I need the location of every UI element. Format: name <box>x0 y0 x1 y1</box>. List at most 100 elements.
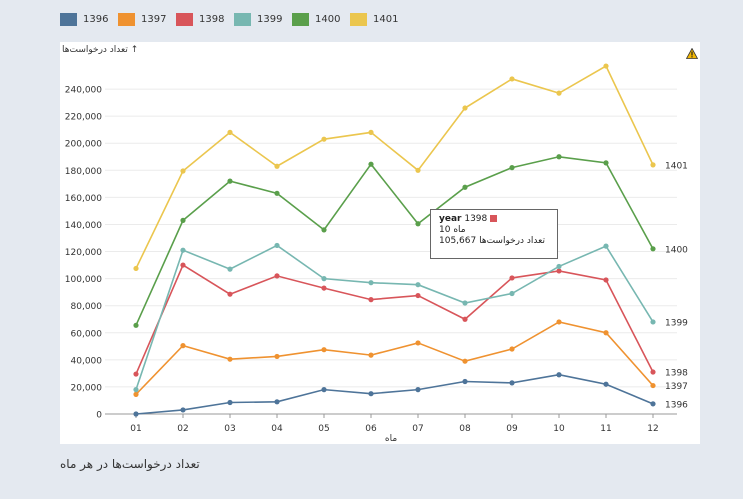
data-point-1399[interactable] <box>509 290 515 297</box>
data-point-1397[interactable] <box>556 319 562 325</box>
data-point-1397[interactable] <box>462 358 468 364</box>
data-point-1398[interactable] <box>180 262 186 268</box>
series-line-1401 <box>135 64 654 269</box>
x-tick-label: 12 <box>647 424 658 434</box>
data-point-1396[interactable] <box>650 401 656 407</box>
data-point-1399[interactable] <box>603 243 609 249</box>
data-point-1396[interactable] <box>180 407 186 413</box>
data-point-1401[interactable] <box>133 265 139 272</box>
data-point-1398[interactable] <box>509 275 515 281</box>
data-point-1400[interactable] <box>603 160 609 166</box>
legend-swatch <box>350 13 367 26</box>
data-point-1400[interactable] <box>321 227 327 233</box>
data-point-1399[interactable] <box>415 282 421 288</box>
data-point-1396[interactable] <box>227 399 233 406</box>
x-axis-label: ماه <box>385 434 397 444</box>
data-point-1400[interactable] <box>180 217 186 223</box>
data-point-1400[interactable] <box>274 190 280 196</box>
data-point-1401[interactable] <box>603 63 609 69</box>
data-point-1398[interactable] <box>603 277 609 283</box>
tooltip-month-value: 10 <box>439 225 451 235</box>
data-point-1397[interactable] <box>650 382 656 389</box>
data-point-1401[interactable] <box>509 76 515 82</box>
data-point-1401[interactable] <box>321 136 327 142</box>
legend-swatch <box>60 13 77 26</box>
data-point-1400[interactable] <box>462 184 468 190</box>
data-point-1401[interactable] <box>227 129 233 135</box>
data-point-1396[interactable] <box>274 399 280 405</box>
data-point-1398[interactable] <box>462 316 468 322</box>
data-point-1397[interactable] <box>133 391 139 397</box>
data-point-1396[interactable] <box>462 378 468 385</box>
chart-legend: 1396 1397 1398 1399 1400 1401 <box>60 13 408 26</box>
series-end-label: 1396 <box>665 400 688 410</box>
data-point-1401[interactable] <box>368 129 374 135</box>
data-point-1396[interactable] <box>509 380 515 386</box>
x-tick-label: 06 <box>365 424 377 434</box>
data-point-1398[interactable] <box>556 268 562 274</box>
legend-label: 1398 <box>199 14 225 25</box>
data-point-1396[interactable] <box>415 387 421 393</box>
data-point-1398[interactable] <box>133 371 139 377</box>
legend-item-1399[interactable]: 1399 <box>234 13 286 26</box>
data-point-1398[interactable] <box>274 273 280 279</box>
data-point-1400[interactable] <box>650 246 656 252</box>
data-point-1399[interactable] <box>274 242 280 249</box>
tooltip-count-row: 105,667 تعداد درخواست‌ها <box>439 236 551 247</box>
data-point-1396[interactable] <box>321 387 327 393</box>
data-point-1397[interactable] <box>603 330 609 336</box>
data-point-1396[interactable] <box>556 372 562 378</box>
data-point-1399[interactable] <box>133 387 139 393</box>
data-point-1401[interactable] <box>556 90 562 96</box>
data-point-1400[interactable] <box>227 178 233 184</box>
y-axis-label: تعداد درخواست‌ها ↑ <box>62 45 138 55</box>
data-point-1399[interactable] <box>321 276 327 282</box>
x-tick-label: 11 <box>600 424 611 434</box>
data-point-1399[interactable] <box>556 263 562 270</box>
data-point-1401[interactable] <box>180 168 186 174</box>
data-point-1398[interactable] <box>321 285 327 291</box>
data-point-1398[interactable] <box>415 292 421 299</box>
data-point-1397[interactable] <box>227 356 233 362</box>
data-point-1396[interactable] <box>368 391 374 397</box>
data-point-1397[interactable] <box>274 353 280 360</box>
tooltip-month-row: ماه 10 <box>439 225 551 236</box>
data-point-1401[interactable] <box>274 163 280 169</box>
data-point-1401[interactable] <box>415 167 421 173</box>
data-point-1400[interactable] <box>368 161 374 167</box>
legend-item-1398[interactable]: 1398 <box>176 13 228 26</box>
legend-swatch <box>292 13 309 26</box>
legend-item-1396[interactable]: 1396 <box>60 13 112 26</box>
warning-icon[interactable] <box>685 44 699 63</box>
data-point-1399[interactable] <box>462 300 468 306</box>
y-tick-label: 140,000 <box>65 221 102 231</box>
x-tick-label: 01 <box>130 424 141 434</box>
y-tick-label: 0 <box>96 411 102 421</box>
data-point-1399[interactable] <box>368 280 374 286</box>
legend-item-1397[interactable]: 1397 <box>118 13 170 26</box>
legend-item-1401[interactable]: 1401 <box>350 13 402 26</box>
data-point-1397[interactable] <box>368 352 374 358</box>
data-point-1396[interactable] <box>603 381 609 387</box>
data-point-1398[interactable] <box>368 297 374 303</box>
data-point-1398[interactable] <box>650 369 656 375</box>
y-tick-label: 100,000 <box>65 275 102 285</box>
data-point-1396[interactable] <box>133 411 139 417</box>
data-point-1397[interactable] <box>180 343 186 349</box>
x-tick-label: 05 <box>318 424 329 434</box>
data-point-1400[interactable] <box>133 322 139 328</box>
data-point-1401[interactable] <box>462 105 468 111</box>
data-point-1400[interactable] <box>509 165 515 171</box>
data-point-1400[interactable] <box>415 221 421 227</box>
data-point-1397[interactable] <box>415 340 421 346</box>
data-point-1399[interactable] <box>180 247 186 253</box>
legend-item-1400[interactable]: 1400 <box>292 13 344 26</box>
data-point-1397[interactable] <box>509 346 515 352</box>
data-point-1397[interactable] <box>321 347 327 353</box>
data-point-1398[interactable] <box>227 291 233 297</box>
data-point-1400[interactable] <box>556 154 562 160</box>
data-point-1399[interactable] <box>650 319 656 325</box>
data-point-1401[interactable] <box>650 162 656 168</box>
data-point-1399[interactable] <box>227 266 233 272</box>
data-tooltip: year 1398 ماه 10 105,667 تعداد درخواست‌ه… <box>430 209 558 259</box>
